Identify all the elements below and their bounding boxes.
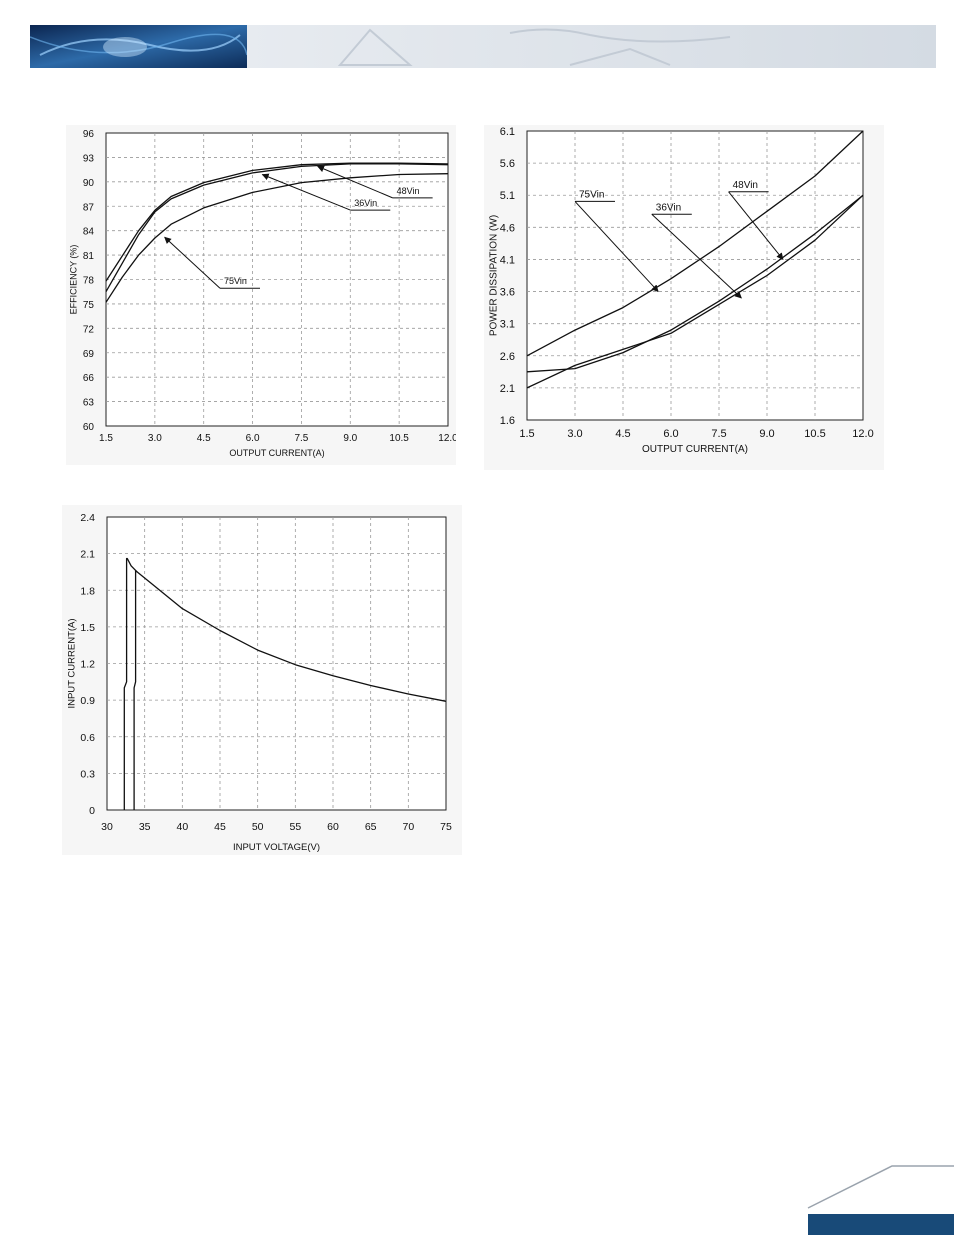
x-tick-label: 30 [101,821,113,833]
annotation-arrow [261,173,351,211]
x-tick-label: 4.5 [197,433,211,444]
series-line-75vin [526,130,864,357]
y-tick-label: 1.5 [80,622,95,634]
y-tick-label: 87 [83,202,95,213]
x-tick-label: 40 [176,821,188,833]
y-tick-label: 72 [83,324,95,335]
annotation-arrow [574,201,659,293]
y-tick-label: 0.6 [80,732,95,744]
y-tick-label: 2.1 [80,549,95,561]
x-tick-label: 4.5 [615,428,630,440]
x-tick-label: 3.0 [148,433,162,444]
x-tick-label: 7.5 [294,433,308,444]
series-line-0 [123,557,447,810]
y-tick-label: 90 [83,178,95,189]
y-tick-label: 5.1 [500,190,515,202]
y-tick-label: 81 [83,251,95,262]
annotation-arrow [317,165,393,199]
annotation-arrow [651,213,742,299]
efficiency-chart-svg: 1.5 3.0 4.5 6.0 7.5 9.0 10.5 12.0 60 63 66 69 72 75 78… [66,125,456,465]
y-tick-label: 4.1 [500,254,515,266]
annotation-arrow [728,191,784,260]
y-tick-label: 96 [83,129,95,140]
header-banner [30,25,936,68]
annotation-label: 36Vin [656,202,681,213]
power-dissipation-chart-svg: 1.5 3.0 4.5 6.0 7.5 9.0 10.5 12.0 1.6 2.1 2.6 3.1 3.… [484,125,884,470]
x-tick-label: 50 [252,821,264,833]
y-tick-label: 2.6 [500,351,515,363]
y-tick-label: 60 [83,422,95,433]
x-axis-title: OUTPUT CURRENT(A) [642,444,748,455]
y-tick-label: 0.3 [80,768,95,780]
power-dissipation-chart: 1.5 3.0 4.5 6.0 7.5 9.0 10.5 12.0 1.6 2.1 2.6 3.1 3.… [484,125,884,470]
footer-decoration [807,1165,954,1235]
y-tick-label: 4.6 [500,222,515,234]
annotation-label: 75Vin [579,189,604,200]
y-tick-label: 75 [83,300,95,311]
y-tick-label: 1.8 [80,585,95,597]
y-tick-label: 78 [83,276,95,287]
y-tick-label: 93 [83,153,95,164]
x-tick-label: 10.5 [804,428,825,440]
x-tick-label: 1.5 [519,428,534,440]
series-line-75vin [105,173,449,303]
x-tick-label: 9.0 [759,428,774,440]
x-tick-label: 10.5 [389,433,409,444]
annotation-label: 36Vin [354,198,377,208]
efficiency-chart: 1.5 3.0 4.5 6.0 7.5 9.0 10.5 12.0 60 63 66 69 72 75 78… [66,125,456,465]
series-line-48vin [526,194,864,373]
x-axis-title: OUTPUT CURRENT(A) [229,448,324,458]
y-tick-label: 2.1 [500,383,515,395]
series-line-48vin [105,162,449,282]
y-tick-label: 1.2 [80,659,95,671]
y-tick-label: 2.4 [80,512,95,524]
x-axis-title: INPUT VOLTAGE(V) [233,842,320,853]
x-tick-label: 7.5 [711,428,726,440]
input-current-chart: 30 35 40 45 50 55 60 65 70 75 0 0.3 0.6 0.9 1.2 1.5 1.8 2… [62,505,462,855]
annotation-label: 48Vin [733,180,758,191]
y-tick-label: 0.9 [80,695,95,707]
x-tick-label: 70 [402,821,414,833]
series-line-1 [133,570,138,810]
x-tick-label: 3.0 [567,428,582,440]
x-tick-label: 9.0 [343,433,357,444]
y-tick-label: 84 [83,227,95,238]
x-tick-label: 75 [440,821,452,833]
x-tick-label: 6.0 [663,428,678,440]
y-axis-title: POWER DISSIPATION (W) [489,215,500,336]
x-tick-label: 1.5 [99,433,113,444]
x-tick-label: 55 [289,821,301,833]
x-tick-label: 60 [327,821,339,833]
annotation-label: 75Vin [224,276,247,286]
y-tick-label: 69 [83,349,95,360]
x-tick-label: 35 [139,821,151,833]
y-tick-label: 6.1 [500,126,515,138]
input-current-chart-svg: 30 35 40 45 50 55 60 65 70 75 0 0.3 0.6 0.9 1.2 1.5 1.8 2… [62,505,462,855]
y-tick-label: 0 [89,805,95,817]
plot-area [526,130,864,421]
y-axis-title: EFFICIENCY (%) [68,245,78,315]
annotation-label: 48Vin [397,186,420,196]
x-tick-label: 12.0 [438,433,456,444]
y-tick-label: 1.6 [500,415,515,427]
x-tick-label: 65 [365,821,377,833]
y-tick-label: 3.6 [500,287,515,299]
y-tick-label: 63 [83,398,95,409]
y-axis-title: INPUT CURRENT(A) [67,618,78,708]
y-tick-label: 3.1 [500,319,515,331]
x-tick-label: 6.0 [246,433,260,444]
annotation-arrow [164,236,221,289]
y-tick-label: 66 [83,373,95,384]
y-tick-label: 5.6 [500,158,515,170]
x-tick-label: 12.0 [852,428,873,440]
series-line-36vin [105,163,449,293]
x-tick-label: 45 [214,821,226,833]
series-line-36vin [526,194,864,389]
